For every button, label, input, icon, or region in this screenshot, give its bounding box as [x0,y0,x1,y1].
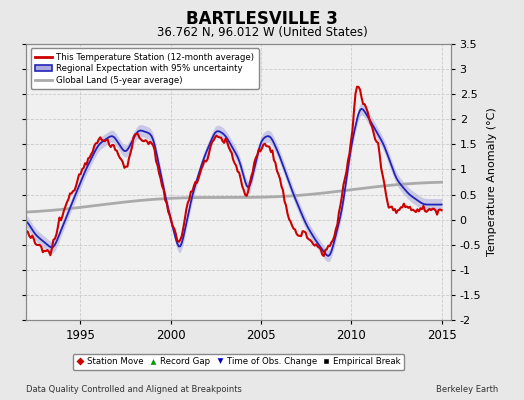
Text: 36.762 N, 96.012 W (United States): 36.762 N, 96.012 W (United States) [157,26,367,39]
Legend: Station Move, Record Gap, Time of Obs. Change, Empirical Break: Station Move, Record Gap, Time of Obs. C… [72,354,405,370]
Legend: This Temperature Station (12-month average), Regional Expectation with 95% uncer: This Temperature Station (12-month avera… [30,48,259,89]
Text: Berkeley Earth: Berkeley Earth [435,385,498,394]
Text: Data Quality Controlled and Aligned at Breakpoints: Data Quality Controlled and Aligned at B… [26,385,242,394]
Y-axis label: Temperature Anomaly (°C): Temperature Anomaly (°C) [487,108,497,256]
Text: BARTLESVILLE 3: BARTLESVILLE 3 [186,10,338,28]
